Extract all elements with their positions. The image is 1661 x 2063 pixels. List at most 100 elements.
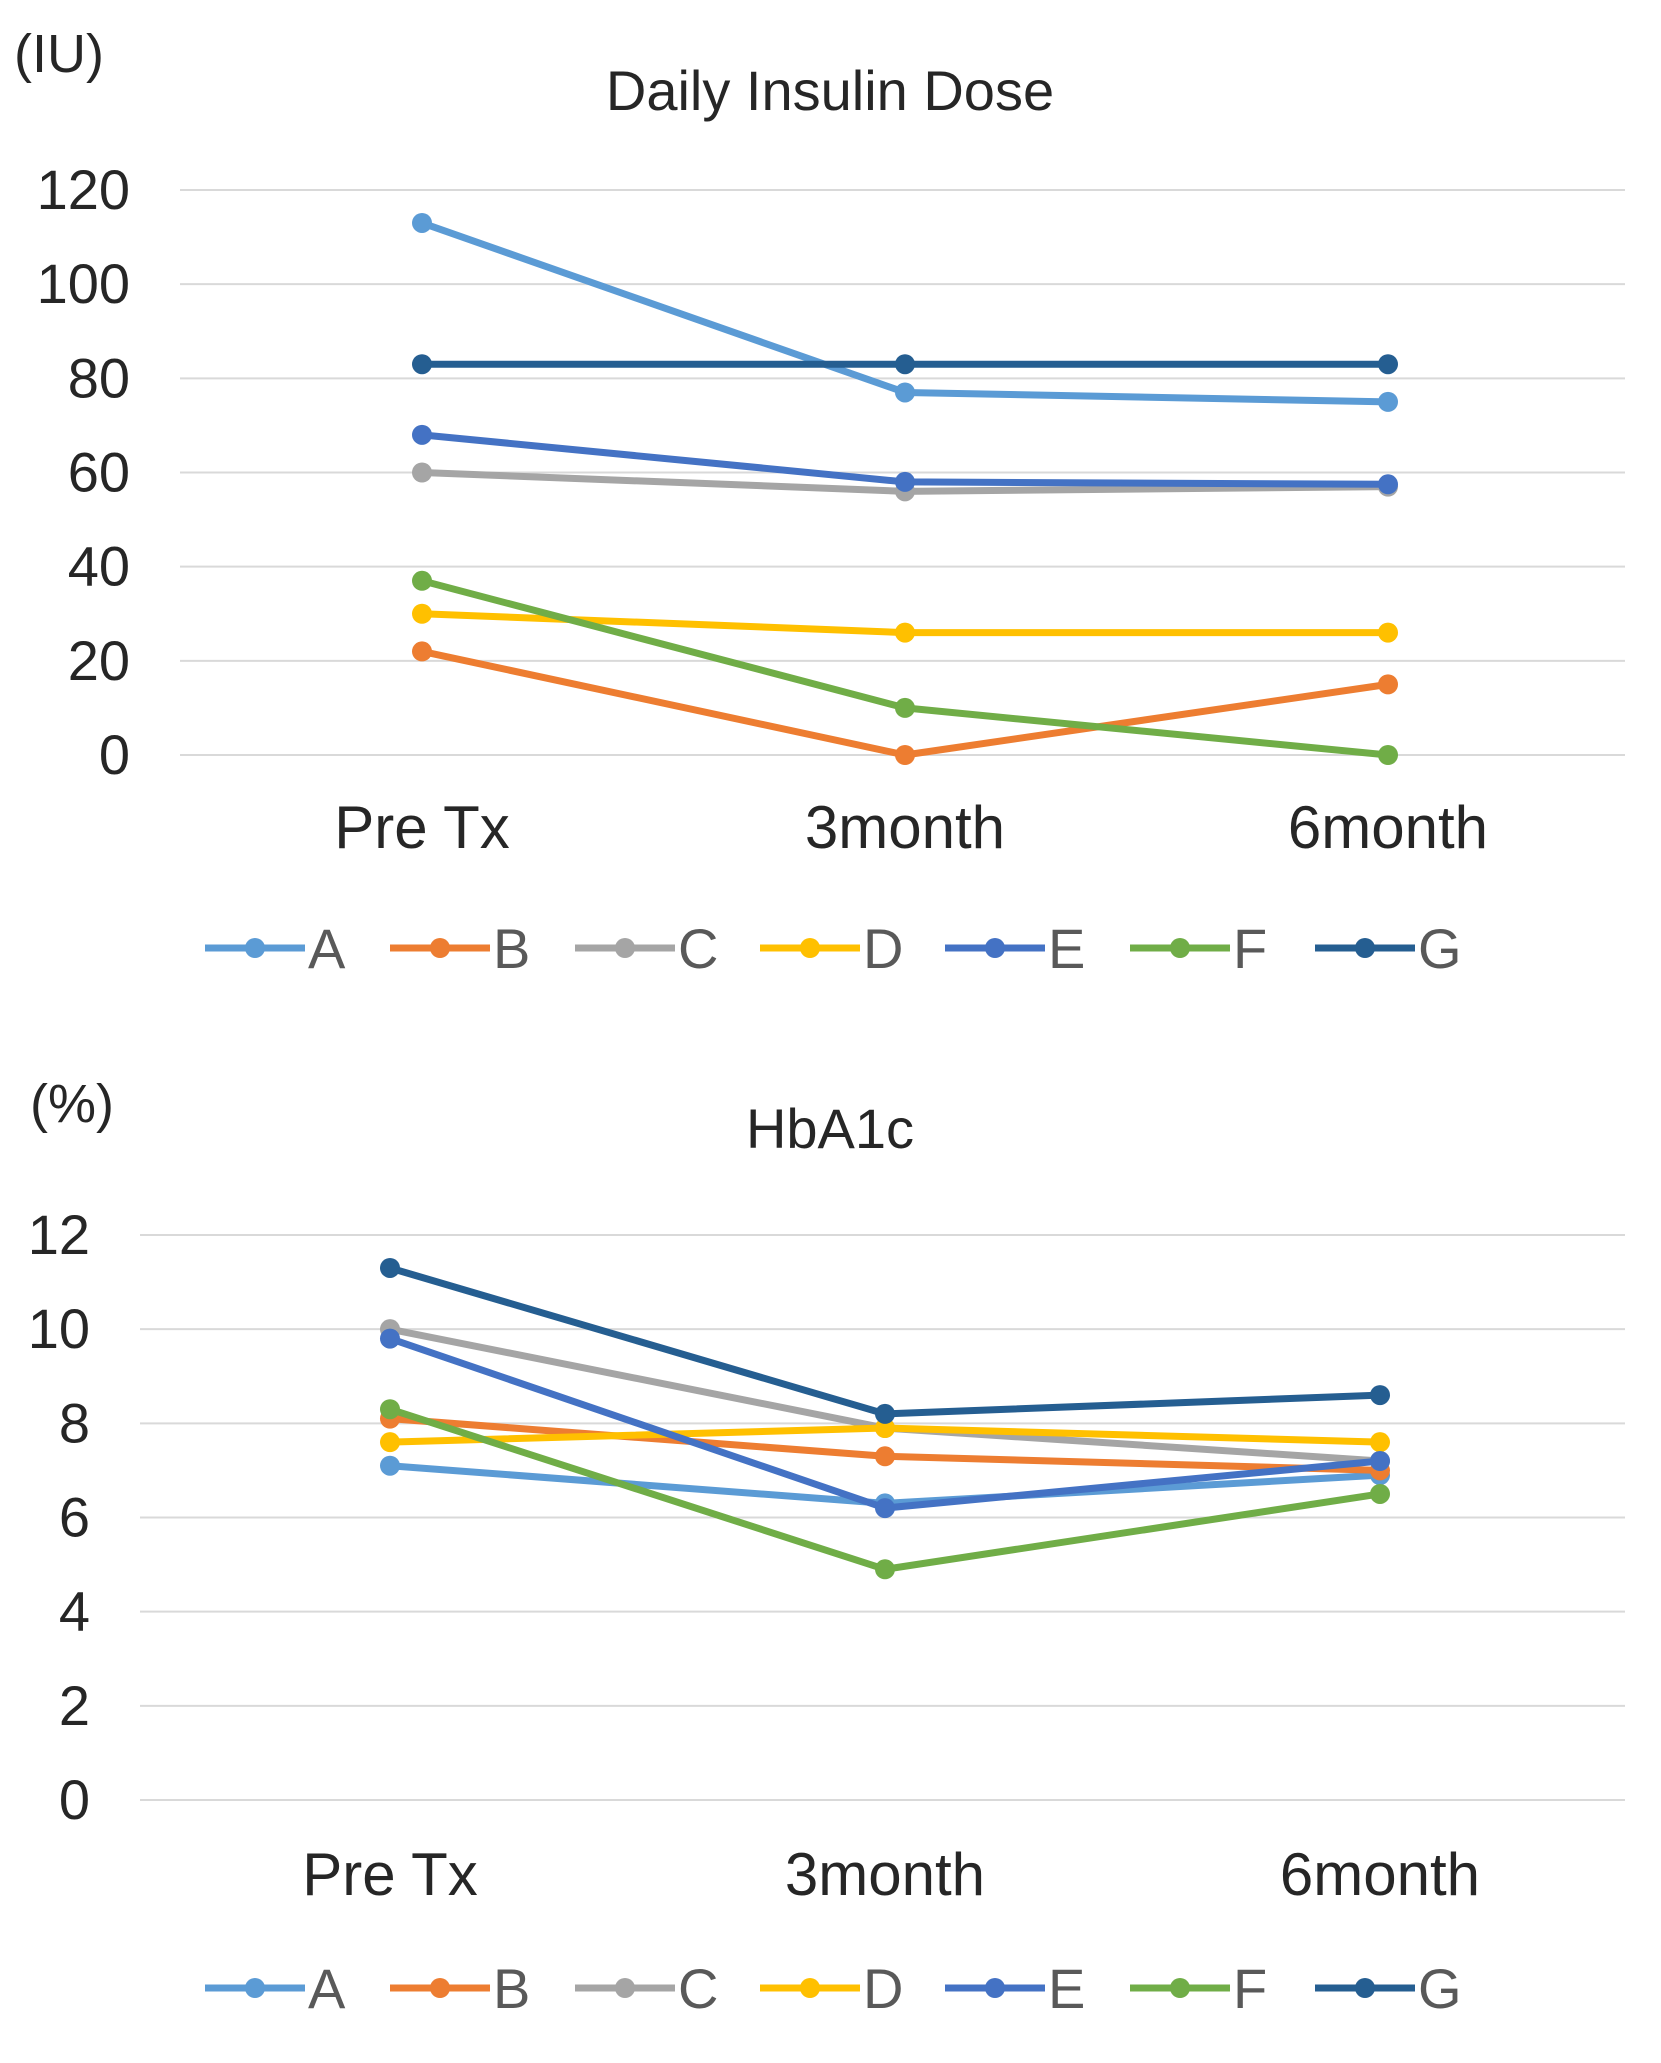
data-point-d: [412, 603, 432, 624]
data-point-e: [1370, 1451, 1390, 1471]
legend-label: B: [493, 917, 530, 980]
x-category-label: 3month: [805, 794, 1005, 861]
legend-swatch-marker: [245, 1978, 265, 1998]
legend-item-a: A: [205, 917, 346, 980]
x-category-label: Pre Tx: [334, 794, 510, 861]
data-point-f: [1378, 745, 1398, 765]
legend-label: A: [308, 1957, 346, 2020]
legend-label: C: [678, 1957, 718, 2020]
chart-insulin-plot: 0 20 40 60 80 100 120 Pre Tx 3month 6month A B C D E F G: [37, 158, 1625, 980]
data-point-a: [1378, 391, 1398, 412]
legend-insulin: A B C D E F G: [205, 917, 1462, 980]
data-point-g: [380, 1257, 400, 1278]
legend-swatch-marker: [615, 938, 635, 958]
data-point-f: [380, 1399, 400, 1420]
legend-swatch-marker: [1355, 938, 1375, 958]
legend-item-b: B: [390, 917, 530, 980]
data-point-f: [895, 697, 915, 718]
chart-hba1c: (%) HbA1c 0 2 4 6 8 10 12 Pre Tx 3month 6month A B C…: [28, 1074, 1625, 2020]
data-point-a: [895, 382, 915, 403]
legend-label: C: [678, 917, 718, 980]
legend-item-a: A: [205, 1957, 346, 2020]
legend-item-c: C: [575, 1957, 718, 2020]
legend-label: E: [1048, 1957, 1085, 2020]
legend-swatch-marker: [430, 938, 450, 958]
legend-item-f: F: [1130, 1957, 1267, 2020]
chart-hba1c-title: HbA1c: [746, 1097, 914, 1160]
y-tick-label: 40: [68, 535, 130, 598]
data-point-e: [875, 1498, 895, 1519]
data-point-b: [412, 641, 432, 662]
legend-swatch-marker: [1170, 1978, 1190, 1998]
legend-item-d: D: [760, 1957, 903, 2020]
legend-label: D: [863, 917, 903, 980]
data-point-d: [895, 622, 915, 643]
legend-item-b: B: [390, 1957, 530, 2020]
data-point-g: [895, 354, 915, 375]
y-tick-label: 0: [99, 723, 130, 786]
x-category-label: 6month: [1280, 1841, 1480, 1908]
chart-insulin: (IU) Daily Insulin Dose 0 20 40 60 80 100 120 P…: [14, 24, 1625, 980]
chart-hba1c-unit-label: (%): [30, 1074, 114, 1134]
legend-label: A: [308, 917, 346, 980]
y-tick-label: 10: [28, 1297, 90, 1360]
data-point-d: [875, 1418, 895, 1439]
legend-item-e: E: [945, 917, 1085, 980]
data-point-e: [412, 424, 432, 445]
y-tick-label: 100: [37, 252, 130, 315]
data-point-c: [412, 462, 432, 483]
y-tick-label: 4: [59, 1580, 90, 1643]
data-point-e: [1378, 474, 1398, 495]
chart-insulin-title: Daily Insulin Dose: [606, 59, 1054, 122]
data-point-d: [1370, 1432, 1390, 1453]
data-point-b: [875, 1446, 895, 1467]
data-point-d: [1378, 622, 1398, 643]
data-point-b: [895, 745, 915, 765]
data-point-a: [412, 212, 432, 233]
y-tick-label: 2: [59, 1674, 90, 1737]
legend-swatch-marker: [1355, 1978, 1375, 1998]
legend-label: G: [1418, 1957, 1462, 2020]
legend-item-g: G: [1315, 917, 1462, 980]
x-category-label: Pre Tx: [302, 1841, 478, 1908]
legend-label: F: [1233, 1957, 1267, 2020]
data-point-f: [875, 1559, 895, 1580]
legend-label: G: [1418, 917, 1462, 980]
legend-swatch-marker: [1170, 938, 1190, 958]
data-point-d: [380, 1432, 400, 1453]
legend-label: F: [1233, 917, 1267, 980]
data-point-g: [1378, 354, 1398, 375]
series-line-a: [418, 219, 1392, 406]
legend-label: E: [1048, 917, 1085, 980]
data-point-g: [1370, 1385, 1390, 1406]
data-point-b: [1378, 674, 1398, 695]
data-point-e: [895, 471, 915, 492]
y-tick-label: 6: [59, 1486, 90, 1549]
legend-swatch-marker: [985, 938, 1005, 958]
data-point-e: [380, 1328, 400, 1349]
legend-item-d: D: [760, 917, 903, 980]
y-tick-label: 60: [68, 441, 130, 504]
chart-hba1c-plot: 0 2 4 6 8 10 12 Pre Tx 3month 6month A B C D E F G: [28, 1203, 1625, 2020]
y-tick-label: 8: [59, 1391, 90, 1454]
chart-insulin-unit-label: (IU): [14, 24, 104, 84]
legend-swatch-marker: [800, 1978, 820, 1998]
legend-swatch-marker: [615, 1978, 635, 1998]
data-point-f: [1370, 1483, 1390, 1504]
legend-swatch-marker: [985, 1978, 1005, 1998]
legend-swatch-marker: [245, 938, 265, 958]
x-category-label: 3month: [785, 1841, 985, 1908]
y-tick-label: 80: [68, 346, 130, 409]
data-point-f: [412, 570, 432, 591]
y-tick-label: 0: [59, 1768, 90, 1831]
legend-item-e: E: [945, 1957, 1085, 2020]
legend-label: B: [493, 1957, 530, 2020]
x-category-label: 6month: [1288, 794, 1488, 861]
legend-item-f: F: [1130, 917, 1267, 980]
y-tick-label: 12: [28, 1203, 90, 1266]
legend-label: D: [863, 1957, 903, 2020]
y-tick-label: 120: [37, 158, 130, 221]
legend-swatch-marker: [430, 1978, 450, 1998]
y-tick-label: 20: [68, 629, 130, 692]
